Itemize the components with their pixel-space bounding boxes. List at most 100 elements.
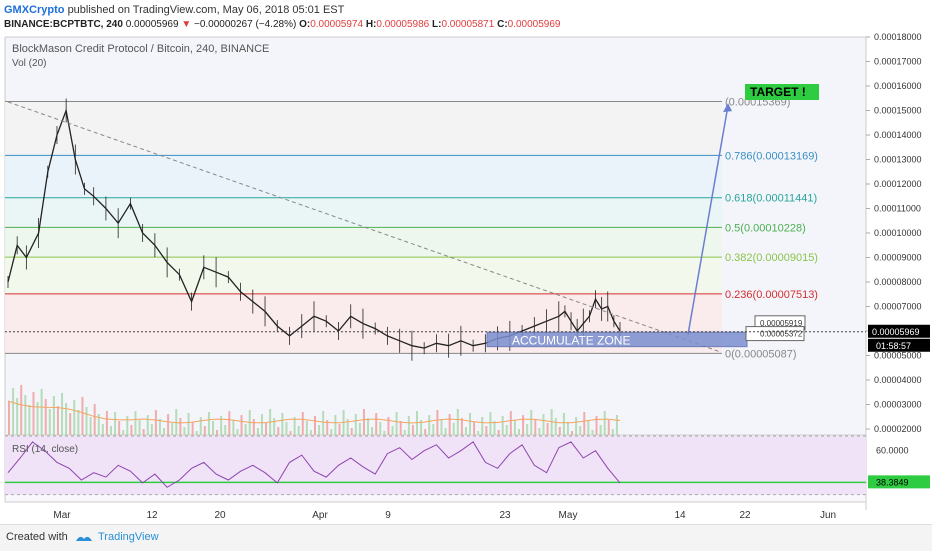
volume-bar xyxy=(509,411,512,435)
volume-bar xyxy=(89,417,92,435)
fib-zone xyxy=(5,101,722,156)
volume-bar xyxy=(28,405,31,435)
callout-lower: 0.00005372 xyxy=(760,330,803,339)
y-tick-label: 0.00017000 xyxy=(874,57,922,67)
volume-bar xyxy=(281,413,284,435)
volume-bar xyxy=(571,431,574,435)
chart-title: BlockMason Credit Protocol / Bitcoin, 24… xyxy=(12,43,269,55)
volume-bar xyxy=(183,427,186,435)
volume-bar xyxy=(526,424,529,435)
volume-bar xyxy=(44,399,47,435)
target-badge xyxy=(745,84,819,100)
down-arrow-icon: ▼ xyxy=(181,19,192,30)
volume-bar xyxy=(277,427,280,435)
target-arrow-head xyxy=(723,103,732,113)
volume-bar xyxy=(440,419,443,435)
volume-bar xyxy=(138,420,141,435)
chart-canvas[interactable]: (0.00015369)0.786(0.00013169)0.618(0.000… xyxy=(0,0,932,524)
volume-bar xyxy=(134,411,137,435)
volume-bar xyxy=(456,409,459,435)
volume-bar xyxy=(383,431,386,435)
volume-bar xyxy=(407,416,410,435)
fib-level-label: 0(0.00005087) xyxy=(725,348,797,360)
high-label: H: xyxy=(365,19,377,30)
volume-bar xyxy=(73,400,76,435)
volume-bar xyxy=(554,418,557,435)
volume-bar xyxy=(293,417,296,435)
volume-bar xyxy=(163,428,166,435)
target-label: TARGET ! xyxy=(750,85,806,99)
volume-bar xyxy=(126,416,129,435)
y-tick-label: 0.00004000 xyxy=(874,375,922,385)
author-name[interactable]: GMXCrypto xyxy=(4,4,65,16)
volume-bar xyxy=(562,413,565,435)
published-text: published on TradingView.com, May 06, 20… xyxy=(67,4,345,16)
x-tick-label: Jun xyxy=(820,510,836,521)
y-tick-label: 0.00014000 xyxy=(874,130,922,140)
volume-bar xyxy=(518,429,520,435)
rsi-series-line xyxy=(7,441,621,488)
volume-bar xyxy=(558,427,561,435)
y-tick-label: 0.00003000 xyxy=(874,400,922,410)
volume-bar xyxy=(297,426,300,435)
volume-bar xyxy=(56,406,59,435)
close-label: C: xyxy=(497,19,508,30)
volume-bar xyxy=(289,431,292,435)
volume-bar xyxy=(477,431,480,435)
volume-bar xyxy=(615,415,618,435)
volume-bar xyxy=(85,407,88,435)
volume-bar xyxy=(130,425,133,435)
volume-bar xyxy=(260,414,263,435)
volume-bar xyxy=(61,393,64,435)
volume-bar xyxy=(505,425,508,435)
x-tick-label: 12 xyxy=(146,510,158,521)
y-tick-label: 0.00008000 xyxy=(874,277,922,287)
ohlc-header: BINANCE:BCPTBTC, 240 0.00005969 ▼ −0.000… xyxy=(4,19,561,30)
y-tick-label: 0.00009000 xyxy=(874,253,922,263)
volume-bar xyxy=(591,430,594,435)
volume-bar xyxy=(216,430,219,435)
volume-bar xyxy=(244,424,247,435)
volume-bar xyxy=(318,425,321,435)
volume-bar xyxy=(599,425,602,435)
x-tick-label: 20 xyxy=(214,510,226,521)
volume-bar xyxy=(497,430,500,435)
volume-bar xyxy=(460,418,463,435)
y-tick-label: 0.00013000 xyxy=(874,155,922,165)
volume-bar xyxy=(171,423,174,435)
volume-bar xyxy=(69,413,72,435)
rsi-label: RSI (14, close) xyxy=(12,444,78,455)
fib-level-label: 0.5(0.00010228) xyxy=(725,222,806,234)
price-series-line xyxy=(7,108,621,349)
tradingview-brand[interactable]: TradingView xyxy=(98,531,159,543)
volume-bar xyxy=(322,411,325,435)
volume-bar xyxy=(265,423,268,435)
volume-bar xyxy=(236,429,239,435)
volume-bar xyxy=(273,418,276,435)
volume-bar xyxy=(579,426,582,435)
volume-bar xyxy=(52,396,55,435)
high-value: 0.00005986 xyxy=(376,19,430,30)
low-value: 0.00005871 xyxy=(441,19,495,30)
price-change: −0.00000267 (−4.28%) xyxy=(194,19,297,30)
rsi-tag: 38.3849 xyxy=(876,477,909,487)
volume-bar xyxy=(12,388,15,435)
volume-bar xyxy=(256,428,259,435)
volume-bar xyxy=(105,411,108,435)
volume-bar xyxy=(220,416,223,435)
volume-bar xyxy=(481,417,484,435)
volume-bar xyxy=(175,409,178,435)
price-tag: 0.00005969 xyxy=(872,327,920,337)
volume-bar xyxy=(203,426,206,435)
x-tick-label: 23 xyxy=(499,510,511,521)
y-tick-label: 0.00005000 xyxy=(874,351,922,361)
volume-bar xyxy=(334,415,337,435)
volume-bar xyxy=(464,427,467,435)
symbol-line: BINANCE:BCPTBTC, 240 xyxy=(4,19,123,30)
open-label: O: xyxy=(299,19,311,30)
volume-bar xyxy=(179,418,182,435)
volume-bar xyxy=(97,414,100,435)
fib-zone xyxy=(5,197,722,228)
volume-bar xyxy=(212,421,214,435)
volume-bar xyxy=(158,419,161,435)
